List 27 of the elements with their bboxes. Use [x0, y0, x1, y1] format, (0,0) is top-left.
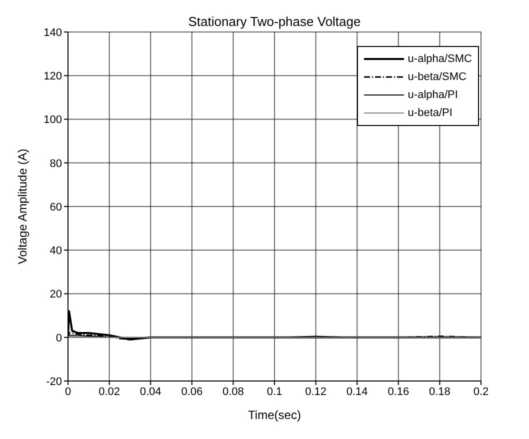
x-tick-label: 0.12	[305, 386, 327, 398]
legend-label: u-beta/SMC	[408, 71, 466, 83]
legend-label: u-beta/PI	[408, 107, 452, 119]
x-tick-label: 0.18	[428, 386, 450, 398]
y-tick-label: 100	[44, 114, 62, 126]
y-tick-label: 0	[56, 332, 62, 344]
x-tick-label: 0.06	[181, 386, 203, 398]
x-tick-label: 0.14	[346, 386, 368, 398]
y-tick-label: 120	[44, 70, 62, 83]
x-tick-label: 0.02	[98, 386, 120, 398]
y-tick-label: 140	[44, 26, 62, 39]
x-tick-label: 0.16	[388, 386, 410, 398]
y-axis-title: Voltage Amplitude (A)	[15, 148, 30, 264]
y-tick-label: -20	[46, 376, 62, 388]
y-tick-label: 20	[50, 288, 62, 301]
x-tick-label: 0.2	[473, 386, 489, 398]
legend-label: u-alpha/PI	[408, 89, 458, 101]
chart-title: Stationary Two-phase Voltage	[187, 14, 362, 29]
y-tick-label: 60	[50, 201, 62, 214]
legend-label: u-alpha/SMC	[408, 53, 472, 65]
x-tick-label: 0.04	[140, 386, 162, 398]
x-tick-label: 0	[64, 386, 72, 398]
x-tick-label: 0.08	[222, 386, 244, 398]
y-tick-label: 80	[50, 158, 62, 170]
x-axis-title: Time(sec)	[248, 408, 301, 422]
y-tick-label: 40	[50, 245, 62, 258]
x-tick-label: 0.1	[266, 386, 282, 398]
